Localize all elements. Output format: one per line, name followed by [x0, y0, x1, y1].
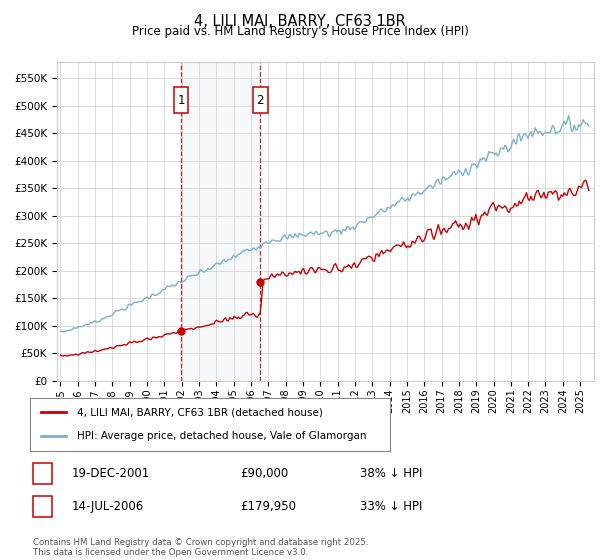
Text: 2: 2 [257, 94, 264, 106]
Text: 2: 2 [38, 500, 47, 514]
Text: Price paid vs. HM Land Registry's House Price Index (HPI): Price paid vs. HM Land Registry's House … [131, 25, 469, 38]
FancyBboxPatch shape [253, 87, 268, 113]
FancyBboxPatch shape [174, 87, 188, 113]
Text: 1: 1 [177, 94, 185, 106]
Text: 14-JUL-2006: 14-JUL-2006 [72, 500, 144, 514]
Text: Contains HM Land Registry data © Crown copyright and database right 2025.
This d: Contains HM Land Registry data © Crown c… [33, 538, 368, 557]
Text: 33% ↓ HPI: 33% ↓ HPI [360, 500, 422, 514]
Bar [181, 62, 260, 381]
Text: 19-DEC-2001: 19-DEC-2001 [72, 466, 150, 480]
Text: £179,950: £179,950 [240, 500, 296, 514]
Text: 38% ↓ HPI: 38% ↓ HPI [360, 466, 422, 480]
Text: 4, LILI MAI, BARRY, CF63 1BR: 4, LILI MAI, BARRY, CF63 1BR [194, 14, 406, 29]
Text: 1: 1 [38, 466, 47, 480]
Text: £90,000: £90,000 [240, 466, 288, 480]
Text: HPI: Average price, detached house, Vale of Glamorgan: HPI: Average price, detached house, Vale… [77, 431, 366, 441]
Text: 4, LILI MAI, BARRY, CF63 1BR (detached house): 4, LILI MAI, BARRY, CF63 1BR (detached h… [77, 408, 323, 418]
